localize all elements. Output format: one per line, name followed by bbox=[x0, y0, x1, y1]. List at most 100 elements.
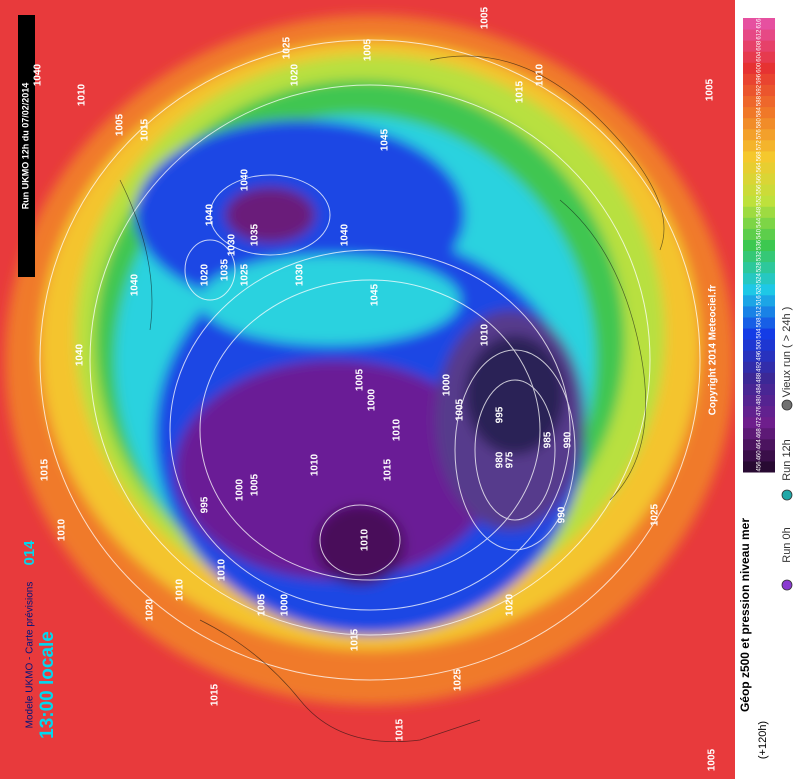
isobar-label: 1005 bbox=[363, 38, 374, 61]
colorbar-label: 564 bbox=[757, 162, 763, 173]
colorbar-swatch bbox=[743, 150, 775, 163]
isobar-label: 1040 bbox=[75, 343, 86, 366]
isobar-labels: 1040 1010 1005 1015 1020 1025 1005 1005 1010 1015… bbox=[33, 6, 718, 771]
colorbar-swatch bbox=[743, 416, 775, 429]
isobar-label: 1020 bbox=[290, 63, 301, 86]
isobar-label: 1010 bbox=[217, 558, 228, 581]
colorbar-label: 504 bbox=[757, 328, 763, 339]
legend-label[interactable]: Vieux run ( > 24h ) bbox=[781, 307, 793, 398]
model-line: Modele UKMO - Carte prévisions bbox=[25, 582, 36, 729]
colorbar-swatch bbox=[743, 40, 775, 52]
local-time: 13:00 locale bbox=[37, 631, 58, 739]
isobar-label: 1040 bbox=[240, 168, 251, 191]
colorbar-swatch bbox=[743, 427, 775, 440]
colorbar-swatch bbox=[743, 460, 775, 473]
colorbar-swatch bbox=[743, 294, 775, 307]
colorbar-swatch bbox=[743, 339, 775, 351]
isobar-label: 985 bbox=[543, 431, 554, 448]
isobar-label: 1005 bbox=[355, 368, 366, 391]
legend-label[interactable]: Run 0h bbox=[781, 527, 793, 562]
legend-marker[interactable] bbox=[781, 399, 793, 411]
colorbar-label: 516 bbox=[757, 295, 763, 306]
legend-marker[interactable] bbox=[781, 489, 793, 501]
colorbar-label: 480 bbox=[757, 394, 763, 405]
colorbar-swatch bbox=[743, 372, 775, 384]
isobar-label: 1025 bbox=[282, 36, 293, 59]
colorbar-swatch bbox=[743, 95, 775, 108]
colorbar-swatch bbox=[743, 217, 775, 229]
isobar-label: 1005 bbox=[455, 398, 466, 421]
isobar-label: 1005 bbox=[707, 748, 718, 771]
colorbar-swatch bbox=[743, 128, 775, 141]
isobar-label: 1000 bbox=[280, 593, 291, 616]
colorbar-label: 584 bbox=[757, 106, 763, 117]
colorbar-swatch bbox=[743, 328, 775, 340]
isobar-label: 1010 bbox=[77, 83, 88, 106]
isobar-label: 1010 bbox=[535, 63, 546, 86]
colorbar-label: 456 bbox=[757, 461, 763, 472]
run-banner: Run UKMO 12h du 07/02/2014 bbox=[20, 83, 30, 210]
colorbar-label: 512 bbox=[757, 306, 763, 317]
isobar-label: 1020 bbox=[200, 263, 211, 286]
isobar-label: 1005 bbox=[115, 113, 126, 136]
colorbar-label: 552 bbox=[757, 195, 763, 206]
colorbar-swatch bbox=[743, 117, 775, 130]
colorbar-label: 536 bbox=[757, 239, 763, 250]
isobar-label: 1020 bbox=[505, 593, 516, 616]
isobar-label: 1045 bbox=[380, 128, 391, 151]
colorbar-label: 540 bbox=[757, 228, 763, 239]
colorbar-swatch bbox=[743, 51, 775, 63]
colorbar-swatch bbox=[743, 84, 775, 97]
colorbar-swatch bbox=[743, 18, 775, 30]
colorbar-label: 500 bbox=[757, 339, 763, 350]
colorbar-label: 460 bbox=[757, 450, 763, 461]
colorbar-swatch bbox=[743, 195, 775, 207]
isobar-label: 1000 bbox=[367, 388, 378, 411]
isobar-label: 1020 bbox=[145, 598, 156, 621]
colorbar-swatch bbox=[743, 361, 775, 373]
isobar-label: 995 bbox=[495, 406, 506, 423]
isobar-label: 1030 bbox=[295, 263, 306, 286]
colorbar-swatch bbox=[743, 305, 775, 318]
isobar-label: 1005 bbox=[257, 593, 268, 616]
colorbar-label: 592 bbox=[757, 84, 763, 95]
colorbar-label: 476 bbox=[757, 405, 763, 416]
isobar-label: 1025 bbox=[650, 503, 661, 526]
legend-label[interactable]: Run 12h bbox=[781, 439, 793, 481]
colorbar-label: 520 bbox=[757, 284, 763, 295]
isobar-label: 1015 bbox=[210, 683, 221, 706]
colorbar-swatch bbox=[743, 438, 775, 451]
colorbar-swatch bbox=[743, 62, 775, 74]
colorbar: 4564604644684724764804844884924965005045… bbox=[743, 18, 775, 473]
colorbar-swatch bbox=[743, 394, 775, 407]
colorbar-label: 576 bbox=[757, 129, 763, 140]
isobar-label: 1040 bbox=[130, 273, 141, 296]
panel-lead: (+120h) bbox=[757, 721, 769, 759]
colorbar-swatch bbox=[743, 73, 775, 85]
colorbar-label: 568 bbox=[757, 151, 763, 162]
run-banner-bg bbox=[18, 15, 35, 277]
isobar-label: 1005 bbox=[705, 78, 716, 101]
colorbar-swatch bbox=[743, 250, 775, 263]
colorbar-label: 548 bbox=[757, 206, 763, 217]
isobar-label: 1015 bbox=[140, 118, 151, 141]
isobar-label: 1025 bbox=[240, 263, 251, 286]
legend-marker[interactable] bbox=[781, 579, 793, 591]
colorbar-label: 472 bbox=[757, 417, 763, 428]
isobar-label: 1025 bbox=[453, 668, 464, 691]
isobar-label: 1010 bbox=[310, 453, 321, 476]
isobar-label: 1005 bbox=[480, 6, 491, 29]
isobar-label: 1000 bbox=[442, 373, 453, 396]
isobar-label: 1035 bbox=[220, 258, 231, 281]
colorbar-swatch bbox=[743, 283, 775, 296]
colorbar-label: 492 bbox=[757, 361, 763, 372]
colorbar-label: 524 bbox=[757, 273, 763, 284]
colorbar-label: 508 bbox=[757, 317, 763, 328]
panel-title: Géop z500 et pression niveau mer bbox=[738, 518, 752, 712]
isobar-label: 1000 bbox=[235, 478, 246, 501]
isobar-label: 1010 bbox=[392, 418, 403, 441]
colorbar-swatch bbox=[743, 139, 775, 152]
colorbar-label: 560 bbox=[757, 173, 763, 184]
colorbar-label: 600 bbox=[757, 62, 763, 73]
